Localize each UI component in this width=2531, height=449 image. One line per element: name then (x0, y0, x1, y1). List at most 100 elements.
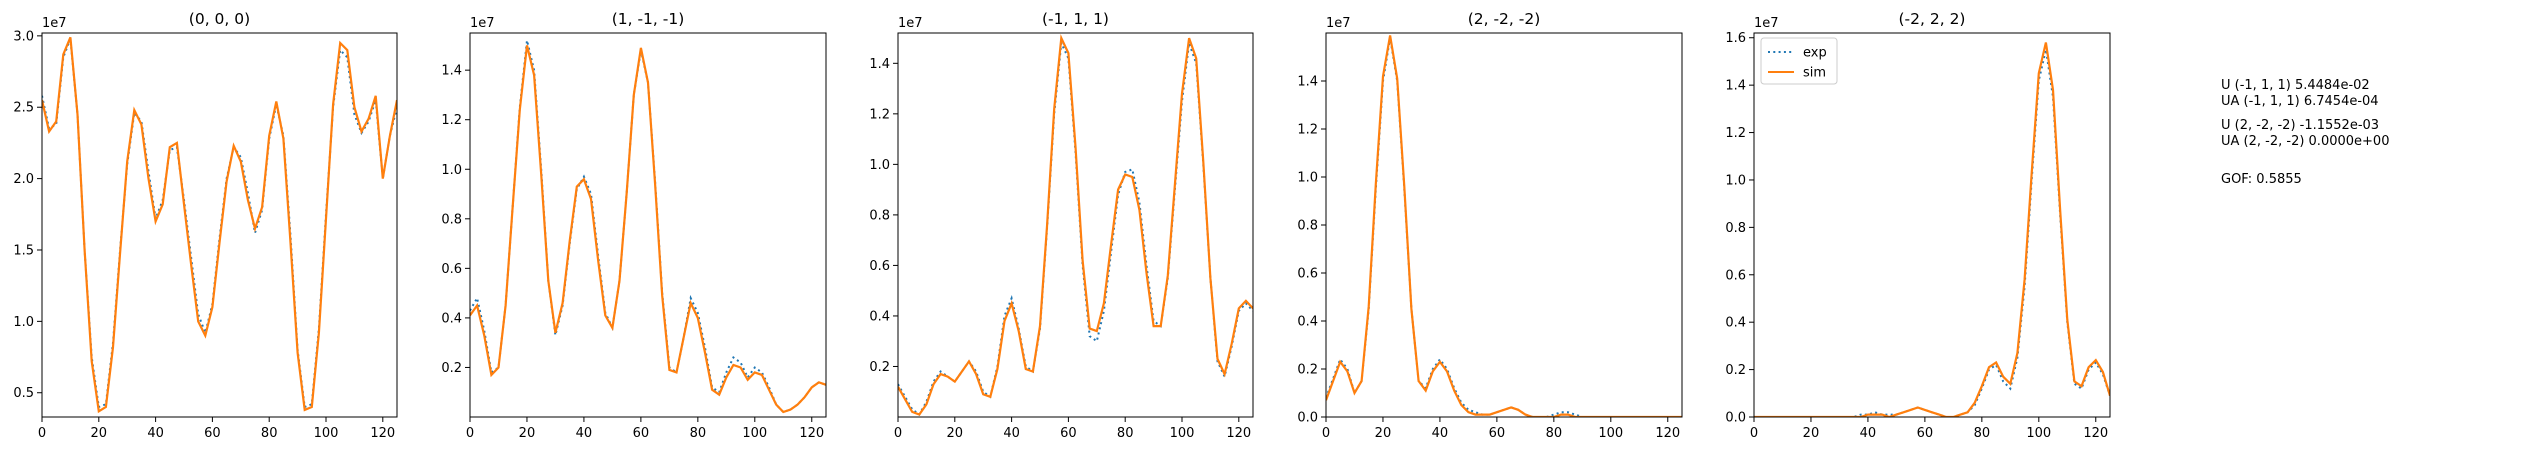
y-tick-label: 1.0 (869, 158, 890, 173)
x-tick-label: 20 (947, 426, 964, 441)
y-tick-label: 0.8 (441, 212, 462, 227)
series-line-sim (898, 34, 1253, 416)
y-offset-label: 1e7 (1754, 16, 1779, 31)
axes-frame (1753, 32, 2111, 418)
x-tick-label: 40 (147, 426, 164, 441)
axes-frame (897, 32, 1254, 418)
y-tick-label: 0.2 (869, 360, 890, 375)
x-tick-label: 120 (370, 426, 395, 441)
x-tick-label: 0 (1750, 426, 1758, 441)
x-tick-label: 40 (576, 426, 593, 441)
x-tick-label: 80 (1117, 426, 1134, 441)
x-tick-label: 60 (1060, 426, 1077, 441)
subplot-title: (0, 0, 0) (189, 10, 250, 28)
x-tick-label: 100 (314, 426, 339, 441)
x-tick-label: 0 (38, 426, 46, 441)
y-tick-label: 0.4 (441, 311, 462, 326)
x-tick-label: 60 (1489, 426, 1506, 441)
x-tick-label: 80 (690, 426, 707, 441)
y-tick-label: 0.2 (441, 361, 462, 376)
series-line-sim (1326, 35, 1682, 417)
x-tick-label: 20 (519, 426, 536, 441)
series-line-sim (470, 45, 826, 414)
y-offset-label: 1e7 (1326, 16, 1351, 31)
x-tick-label: 0 (1322, 426, 1330, 441)
y-tick-label: 1.4 (1725, 79, 1746, 94)
x-tick-label: 100 (1598, 426, 1623, 441)
subplot-title: (-1, 1, 1) (1042, 10, 1109, 28)
y-tick-label: 1.0 (1725, 173, 1746, 188)
series-line-sim (42, 36, 397, 414)
axes-frame (1325, 32, 1683, 418)
gof-block: GOF: 0.5855 (2221, 172, 2302, 188)
x-tick-label: 20 (1375, 426, 1392, 441)
y-tick-label: 3.0 (13, 29, 34, 44)
y-tick-label: 1.0 (441, 163, 462, 178)
x-tick-label: 40 (1003, 426, 1020, 441)
axes-frame (469, 32, 827, 418)
x-tick-label: 80 (1974, 426, 1991, 441)
annotation-u-minus1-1-1: U (-1, 1, 1) 5.4484e-02 (2221, 78, 2370, 93)
uncertainty-group-2: U (2, -2, -2) -1.1552e-03 UA (2, -2, -2)… (2221, 118, 2389, 150)
y-tick-label: 0.4 (1297, 315, 1318, 330)
x-tick-label: 40 (1860, 426, 1877, 441)
y-tick-label: 1.4 (441, 64, 462, 79)
subplot-3: 0 20 40 60 80 100 120 0.2 0.4 0.6 0.8 1.0 1.2 1.4 1e7 (… (869, 10, 1254, 441)
legend-label-sim: sim (1803, 66, 1826, 81)
y-tick-label: 0.5 (13, 386, 34, 401)
y-tick-label: 0.0 (1297, 411, 1318, 426)
y-tick-label: 1.2 (441, 113, 462, 128)
x-tick-label: 100 (2026, 426, 2051, 441)
series-line-exp (1754, 49, 2110, 417)
x-tick-label: 60 (633, 426, 650, 441)
x-tick-label: 120 (1655, 426, 1680, 441)
y-tick-label: 1.4 (869, 57, 890, 72)
annotation-gof: GOF: 0.5855 (2221, 172, 2302, 187)
annotation-ua-2-minus2-minus2: UA (2, -2, -2) 0.0000e+00 (2221, 134, 2390, 149)
y-tick-label: 0.8 (1725, 221, 1746, 236)
annotation-u-2-minus2-minus2: U (2, -2, -2) -1.1552e-03 (2221, 118, 2380, 133)
subplot-4: 0 20 40 60 80 100 120 0.0 0.2 0.4 0.6 0.8 1.0 1.2 1.4 1… (1297, 10, 1683, 441)
y-tick-label: 1.2 (1725, 126, 1746, 141)
subplot-1: 0 20 40 60 80 100 120 0.5 1.0 1.5 2.0 2.5 3.0 1e7 (0, … (13, 10, 398, 441)
x-tick-label: 60 (1917, 426, 1934, 441)
y-tick-label: 0.2 (1725, 363, 1746, 378)
annotation-ua-minus1-1-1: UA (-1, 1, 1) 6.7454e-04 (2221, 94, 2379, 109)
y-tick-label: 0.4 (869, 309, 890, 324)
y-tick-label: 1.2 (1297, 123, 1318, 138)
legend: exp sim (1760, 37, 1838, 85)
y-offset-label: 1e7 (470, 16, 495, 31)
x-tick-label: 0 (894, 426, 902, 441)
x-tick-label: 0 (466, 426, 474, 441)
y-tick-label: 2.5 (13, 101, 34, 116)
x-tick-label: 20 (91, 426, 108, 441)
y-tick-label: 0.2 (1297, 363, 1318, 378)
subplot-title: (1, -1, -1) (612, 10, 685, 28)
legend-label-exp: exp (1803, 46, 1827, 61)
y-tick-label: 0.8 (869, 208, 890, 223)
series-line-exp (1326, 37, 1682, 417)
y-tick-label: 1.6 (1725, 31, 1746, 46)
y-tick-label: 0.0 (1725, 411, 1746, 426)
x-tick-label: 120 (1226, 426, 1251, 441)
subplot-title: (-2, 2, 2) (1899, 10, 1966, 28)
y-tick-label: 1.2 (869, 107, 890, 122)
x-tick-label: 80 (261, 426, 278, 441)
axes-frame (41, 32, 398, 418)
x-tick-label: 120 (2083, 426, 2108, 441)
x-tick-label: 120 (799, 426, 824, 441)
uncertainty-group-1: U (-1, 1, 1) 5.4484e-02 UA (-1, 1, 1) 6.… (2221, 78, 2379, 110)
subplot-2: 0 20 40 60 80 100 120 0.2 0.4 0.6 0.8 1.0 1.2 1.4 1e7 (… (441, 10, 827, 441)
x-tick-label: 20 (1803, 426, 1820, 441)
y-offset-label: 1e7 (898, 16, 923, 31)
y-tick-label: 0.6 (1297, 267, 1318, 282)
y-tick-label: 1.0 (1297, 171, 1318, 186)
series-line-sim (1754, 42, 2110, 417)
x-tick-label: 80 (1546, 426, 1563, 441)
x-tick-label: 100 (1170, 426, 1195, 441)
y-tick-label: 0.8 (1297, 219, 1318, 234)
y-tick-label: 1.4 (1297, 75, 1318, 90)
subplot-title: (2, -2, -2) (1468, 10, 1541, 28)
y-tick-label: 0.6 (1725, 268, 1746, 283)
